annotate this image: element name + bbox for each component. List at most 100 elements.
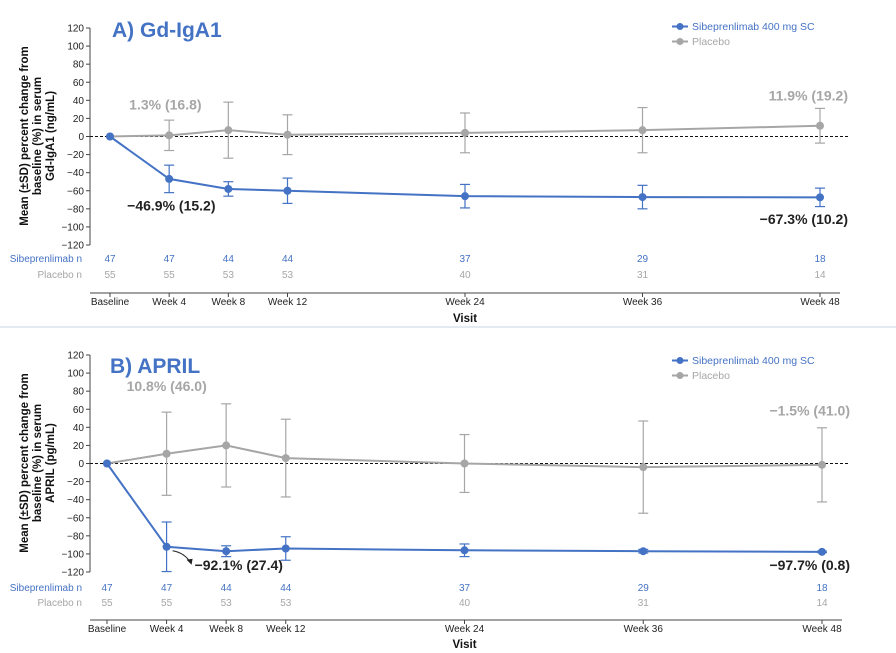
legend-entry-placebo: Placebo xyxy=(672,370,730,382)
data-point xyxy=(638,193,647,202)
data-annotation: −97.7% (0.8) xyxy=(769,557,850,573)
y-tick-label: 100 xyxy=(67,369,84,380)
n-value: 40 xyxy=(459,598,471,609)
data-point xyxy=(224,126,233,135)
n-value: 55 xyxy=(164,270,176,281)
n-value: 53 xyxy=(280,598,292,609)
data-point xyxy=(165,131,174,140)
chart-panel-a: A) Gd-IgA1 120 100 80 60 40 20 0 −20 −40 −60 −80 −10… xyxy=(10,19,848,325)
legend-label: Placebo xyxy=(692,370,730,382)
y-axis-label-line: APRIL (pg/mL) xyxy=(45,423,57,503)
y-tick-label: −40 xyxy=(67,168,84,179)
data-point xyxy=(816,121,824,130)
n-row-label: Placebo n xyxy=(38,598,82,609)
data-point xyxy=(460,546,469,555)
n-value: 14 xyxy=(816,598,828,609)
y-tick-label: 0 xyxy=(78,459,84,470)
data-point xyxy=(103,459,111,468)
data-point xyxy=(162,542,171,551)
y-axis-label-line: Mean (±SD) percent change from xyxy=(19,373,31,552)
y-tick-label: −40 xyxy=(67,495,84,506)
x-tick-label: Week 24 xyxy=(445,624,485,635)
data-annotation: −1.5% (41.0) xyxy=(769,403,850,419)
series-placebo xyxy=(106,101,825,159)
legend-entry-sibeprenlimab: Sibeprenlimab 400 mg SC xyxy=(672,355,815,367)
y-tick-label: 60 xyxy=(73,405,85,416)
annotation-arrowhead xyxy=(186,558,193,565)
y-axis-label: Mean (±SD) percent change frombaseline (… xyxy=(19,373,57,552)
y-tick-label: 40 xyxy=(73,423,85,434)
y-axis-label-line: Gd-IgA1 (ng/mL) xyxy=(45,91,57,181)
data-annotation: −67.3% (10.2) xyxy=(760,211,848,227)
data-point xyxy=(638,126,647,135)
y-tick-label: −120 xyxy=(61,241,84,252)
legend-entry-placebo: Placebo xyxy=(672,36,730,48)
y-tick-label: 0 xyxy=(78,132,84,143)
y-tick-label: −80 xyxy=(67,204,84,215)
y-tick-label: −120 xyxy=(61,568,84,579)
y-tick-label: −20 xyxy=(67,477,84,488)
data-annotation: −46.9% (15.2) xyxy=(127,198,215,214)
data-point xyxy=(283,186,292,195)
n-value: 18 xyxy=(816,583,828,594)
y-axis-label: Mean (±SD) percent change frombaseline (… xyxy=(19,46,57,225)
series-sibeprenlimab xyxy=(103,459,827,573)
data-point xyxy=(106,132,114,141)
legend-marker-swatch xyxy=(676,38,684,45)
y-tick-label: 60 xyxy=(73,78,85,89)
data-point xyxy=(461,128,469,137)
legend-entry-sibeprenlimab: Sibeprenlimab 400 mg SC xyxy=(672,21,815,33)
n-value: 14 xyxy=(814,270,826,281)
y-tick-label: 80 xyxy=(73,387,85,398)
n-row-label: Sibeprenlimab n xyxy=(10,254,82,265)
n-value: 55 xyxy=(104,270,116,281)
y-tick-label: 100 xyxy=(67,42,84,53)
data-point xyxy=(224,184,233,193)
data-point xyxy=(818,547,826,556)
n-value: 31 xyxy=(637,270,649,281)
y-tick-label: −100 xyxy=(61,549,84,560)
data-annotation: 10.8% (46.0) xyxy=(127,378,207,394)
n-value: 55 xyxy=(101,598,113,609)
x-axis-label: Visit xyxy=(453,313,477,325)
data-point xyxy=(461,192,469,201)
n-value: 47 xyxy=(161,583,173,594)
y-tick-label: −100 xyxy=(61,222,84,233)
legend-label: Sibeprenlimab 400 mg SC xyxy=(692,355,815,367)
x-tick-label: Week 36 xyxy=(623,297,663,308)
chart-panel-b: B) APRIL 120 100 80 60 40 20 0 −20 −40 −60 −80 −100 −… xyxy=(10,351,850,651)
y-tick-label: 40 xyxy=(73,96,85,107)
y-tick-label: 80 xyxy=(73,60,85,71)
data-point xyxy=(281,544,290,553)
n-value: 18 xyxy=(814,254,826,265)
x-tick-label: Week 8 xyxy=(211,297,245,308)
data-annotation: −92.1% (27.4) xyxy=(195,557,283,573)
n-value: 37 xyxy=(459,254,471,265)
y-tick-label: −80 xyxy=(67,531,84,542)
legend-label: Sibeprenlimab 400 mg SC xyxy=(692,21,815,33)
n-row-label: Placebo n xyxy=(38,270,82,281)
data-point xyxy=(639,547,648,556)
x-tick-label: Baseline xyxy=(91,297,130,308)
data-point xyxy=(281,454,290,463)
data-point xyxy=(222,547,231,556)
data-point xyxy=(816,193,824,202)
y-tick-label: 120 xyxy=(67,351,84,362)
y-tick-label: 20 xyxy=(73,441,85,452)
y-tick-label: −60 xyxy=(67,186,84,197)
n-value: 47 xyxy=(164,254,176,265)
data-point xyxy=(460,459,469,468)
y-tick-label: 20 xyxy=(73,114,85,125)
data-point xyxy=(165,174,174,183)
x-tick-label: Baseline xyxy=(88,624,127,635)
legend-label: Placebo xyxy=(692,36,730,48)
n-value: 44 xyxy=(221,583,233,594)
x-tick-label: Week 48 xyxy=(802,624,842,635)
legend-marker-swatch xyxy=(676,357,684,364)
n-value: 53 xyxy=(282,270,294,281)
y-tick-label: 120 xyxy=(67,24,84,35)
n-value: 53 xyxy=(223,270,235,281)
n-value: 55 xyxy=(161,598,173,609)
x-tick-label: Week 8 xyxy=(209,624,243,635)
